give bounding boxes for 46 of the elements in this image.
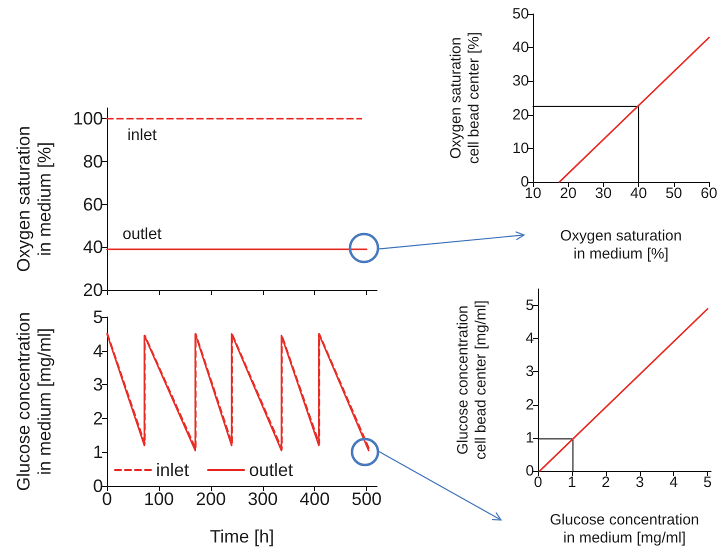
x-tick-label: 50 (665, 185, 682, 202)
y-tick-label: 0 (526, 462, 534, 480)
y-tick-label: 40 (82, 237, 103, 258)
x-axis-title: Glucose concentration in medium [mg/ml] (550, 512, 700, 546)
x-tick-label: 500 (352, 489, 382, 509)
y-tick-label: 20 (512, 106, 529, 124)
x-tick-label: 40 (630, 185, 647, 202)
y-tick-label: 30 (512, 72, 529, 90)
y-tick-label: 10 (512, 140, 529, 157)
y-axis-title: Glucose concentration in medium [mg/ml] (14, 312, 54, 492)
y-tick-label: 5 (526, 297, 534, 314)
x-tick-label: 30 (595, 185, 612, 202)
x-tick-label: 400 (300, 489, 330, 509)
y-axis-title: Oxygen saturation cell bead center [%] (448, 32, 482, 164)
x-tick-label: 60 (700, 185, 718, 202)
y-tick-label: 3 (526, 363, 534, 380)
legend-label: outlet (249, 460, 294, 480)
legend-label: inlet (156, 460, 190, 480)
y-axis-title: Oxygen saturation in medium [%] (14, 126, 54, 272)
y-tick-label: 5 (92, 307, 103, 327)
x-tick-label: 20 (560, 185, 577, 202)
y-tick-label: 80 (82, 152, 103, 172)
y-tick-label: 1 (92, 442, 103, 462)
series-label: outlet (122, 226, 162, 243)
y-tick-label: 40 (512, 39, 529, 56)
y-tick-label: 20 (82, 280, 103, 300)
x-tick-label: 2 (602, 474, 610, 491)
x-tick-label: 300 (248, 489, 278, 509)
series-label: inlet (127, 127, 158, 144)
y-tick-label: 4 (526, 330, 534, 348)
x-tick-label: 3 (636, 474, 644, 491)
y-tick-label: 2 (92, 408, 103, 428)
x-tick-label: 200 (196, 489, 226, 509)
y-tick-label: 4 (92, 340, 103, 361)
y-tick-label: 3 (92, 374, 103, 395)
x-axis-title: Oxygen saturation in medium [%] (560, 228, 682, 262)
x-tick-label: 1 (568, 474, 576, 491)
y-tick-label: 100 (72, 108, 103, 129)
x-axis-title: Time [h] (210, 526, 274, 546)
y-tick-label: 2 (526, 396, 534, 414)
x-tick-label: 4 (670, 474, 678, 491)
y-tick-label: 1 (526, 429, 534, 446)
y-axis-title: Glucose concentration cell bead center [mg/ml] (454, 300, 490, 460)
x-tick-label: 5 (703, 474, 712, 491)
x-tick-label: 100 (144, 489, 174, 509)
y-tick-label: 50 (512, 6, 529, 22)
